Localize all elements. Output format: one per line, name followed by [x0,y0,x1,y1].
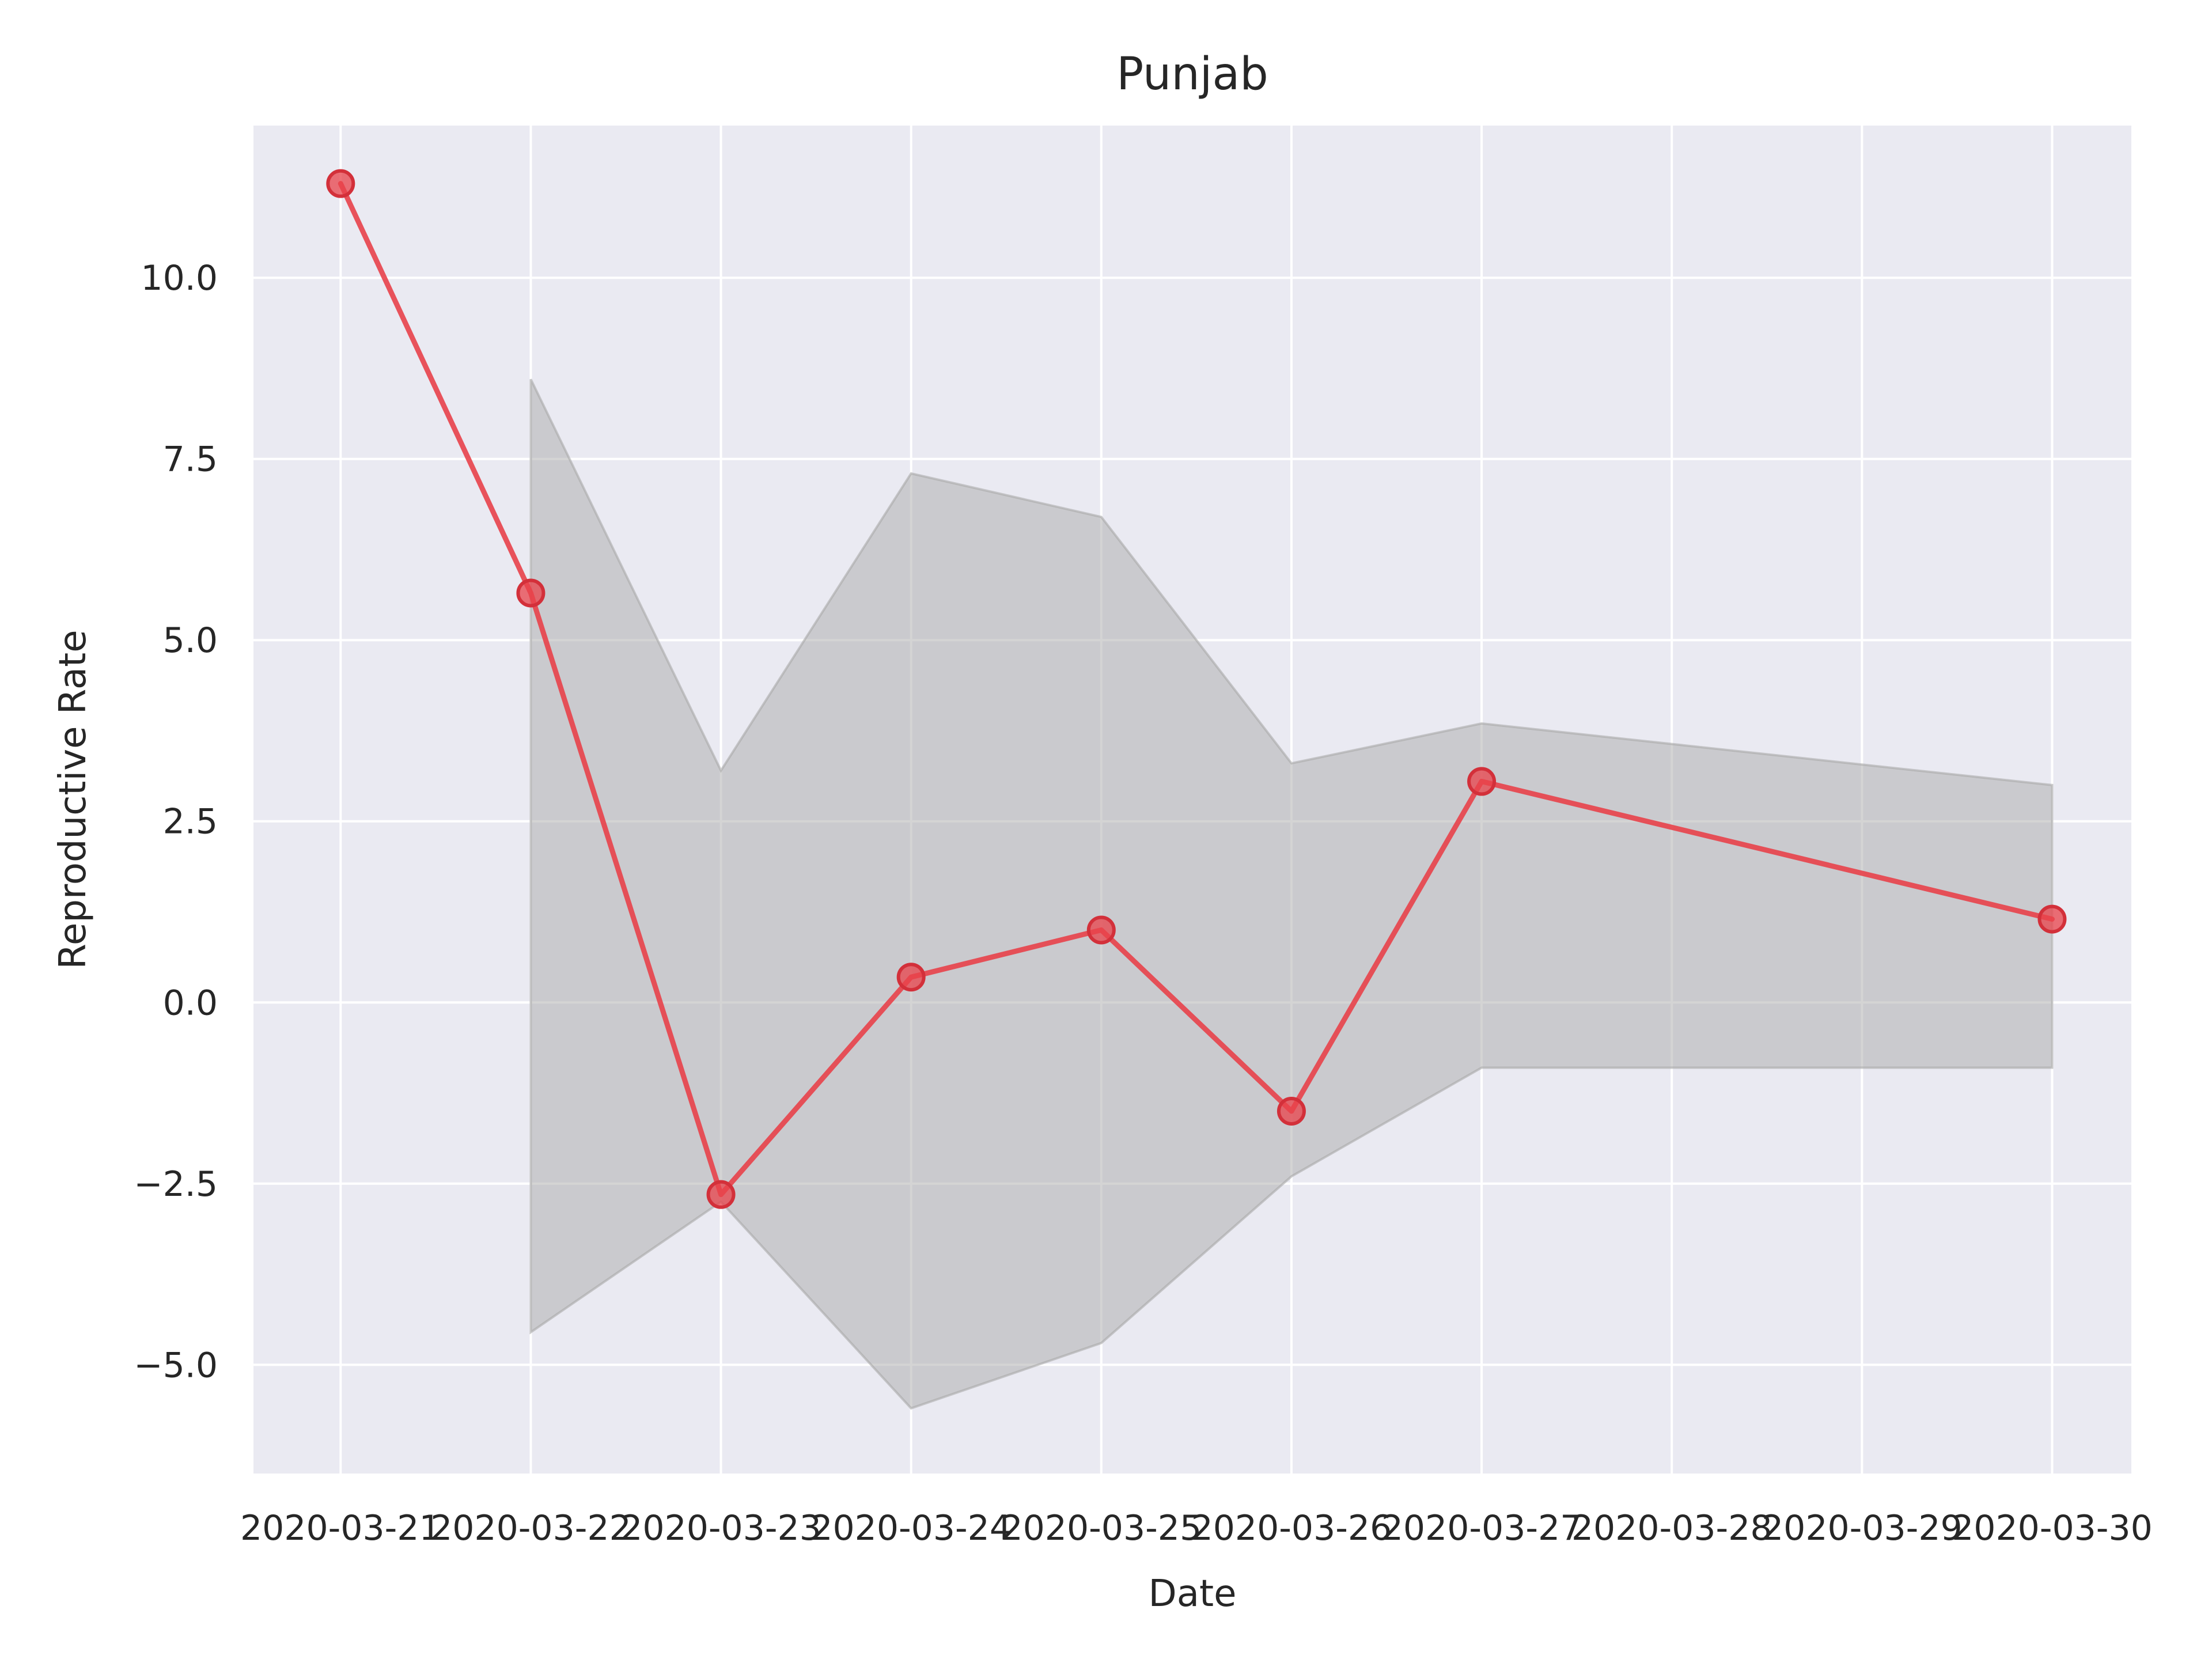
x-tick-label: 2020-03-29 [1762,1508,1963,1548]
x-tick-label: 2020-03-26 [1191,1508,1392,1548]
series-line [338,181,2055,1198]
confidence-band [529,378,2054,1410]
x-tick-label: 2020-03-24 [810,1508,1012,1548]
x-tick-label: 2020-03-23 [620,1508,821,1548]
tick-labels: 2020-03-212020-03-222020-03-232020-03-24… [134,258,2153,1548]
data-point [326,169,355,198]
data-point [1467,767,1497,796]
y-tick-label: 5.0 [163,620,218,661]
series-layer [326,169,2067,1209]
y-tick-label: 7.5 [163,440,218,480]
data-point [706,1180,736,1209]
x-tick-label: 2020-03-22 [430,1508,631,1548]
chart-title: Punjab [1116,48,1268,100]
y-tick-label: −2.5 [134,1164,218,1205]
y-tick-label: −5.0 [134,1345,218,1385]
x-tick-label: 2020-03-27 [1381,1508,1582,1548]
x-axis-label: Date [1149,1573,1237,1615]
data-point [2037,904,2067,934]
x-tick-label: 2020-03-30 [1952,1508,2153,1548]
y-tick-label: 2.5 [163,802,218,842]
x-tick-label: 2020-03-28 [1571,1508,1772,1548]
confidence-band-layer [529,378,2054,1410]
y-tick-label: 0.0 [163,983,218,1023]
y-axis-label: Reproductive Rate [52,630,94,969]
x-tick-label: 2020-03-21 [240,1508,441,1548]
data-point [896,963,926,992]
y-tick-label: 10.0 [141,258,218,298]
data-point [1277,1096,1306,1126]
data-point [516,578,546,608]
x-tick-label: 2020-03-25 [1001,1508,1202,1548]
data-point [1086,915,1116,945]
